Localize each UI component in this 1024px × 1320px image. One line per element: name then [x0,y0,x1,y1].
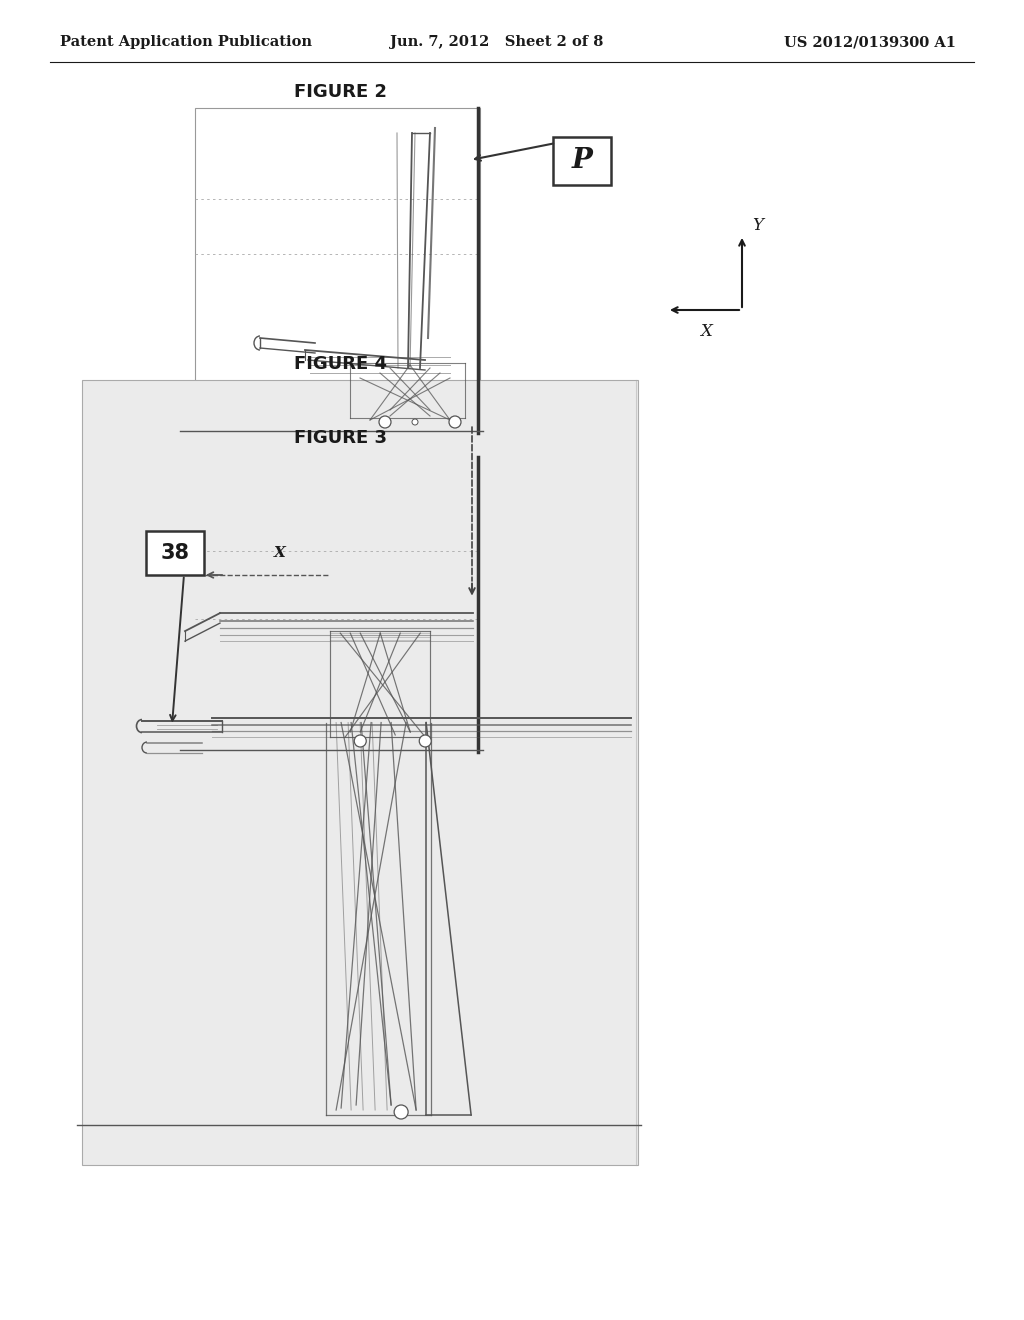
Text: FIGURE 2: FIGURE 2 [294,83,386,102]
Circle shape [354,735,367,747]
Text: P: P [571,148,593,174]
Circle shape [412,418,418,425]
Text: Patent Application Publication: Patent Application Publication [60,36,312,49]
Circle shape [379,416,391,428]
Bar [82,380,638,1166]
Bar [553,137,611,185]
Circle shape [449,416,461,428]
Circle shape [419,735,431,747]
Text: FIGURE 4: FIGURE 4 [294,355,386,374]
Text: Jun. 7, 2012   Sheet 2 of 8: Jun. 7, 2012 Sheet 2 of 8 [390,36,603,49]
Bar [195,108,480,433]
Text: X: X [274,546,286,560]
Bar [350,708,390,737]
Text: X: X [700,323,712,341]
Text: US 2012/0139300 A1: US 2012/0139300 A1 [784,36,956,49]
Text: 38: 38 [161,543,189,562]
Text: FIGURE 3: FIGURE 3 [294,429,386,447]
Text: Y: Y [752,216,763,234]
Bar [146,531,204,574]
Bar [195,457,480,752]
Circle shape [394,1105,409,1119]
